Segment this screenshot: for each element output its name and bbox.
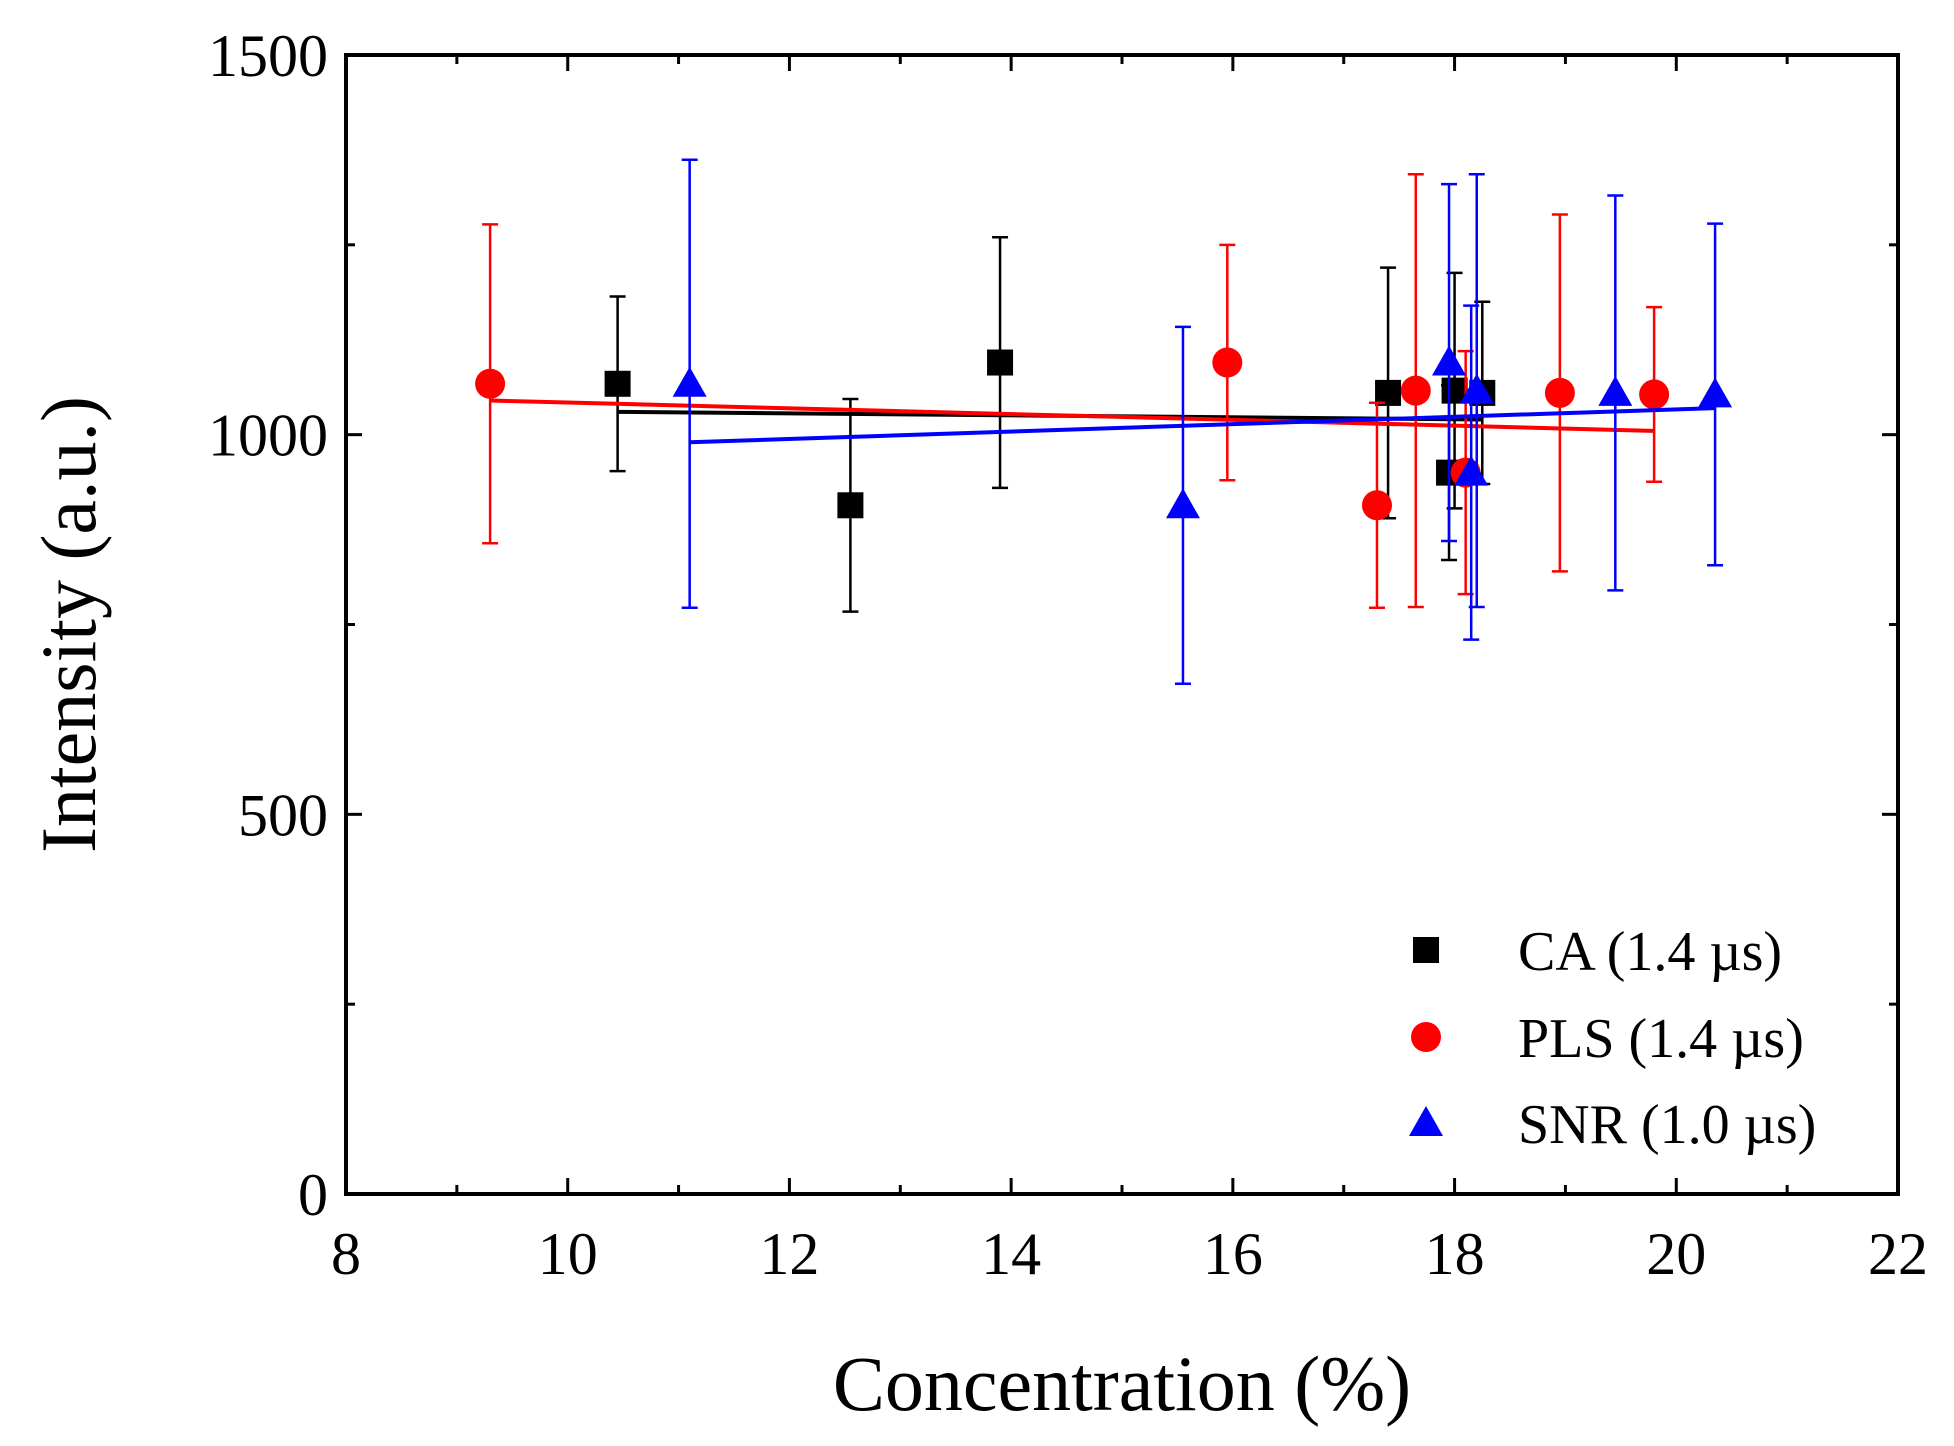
- data-point: [1598, 375, 1633, 406]
- fit-line: [490, 398, 1655, 433]
- x-tick-label: 20: [1646, 1221, 1706, 1287]
- data-point: [1698, 377, 1733, 408]
- x-tick-label: 16: [1203, 1221, 1263, 1287]
- plot-area: [475, 158, 1733, 685]
- legend-item-snr: SNR (1.0 µs): [1409, 1094, 1816, 1156]
- data-point: [1639, 379, 1670, 410]
- fit-line: [689, 406, 1716, 445]
- x-tick-label: 12: [759, 1221, 819, 1287]
- y-tick-label: 0: [298, 1162, 328, 1228]
- series-snr: [672, 158, 1733, 685]
- x-tick-label: 8: [331, 1221, 361, 1287]
- y-tick-label: 500: [238, 782, 328, 848]
- data-point: [1544, 377, 1575, 408]
- data-point: [1400, 375, 1431, 406]
- data-point: [1165, 488, 1200, 519]
- data-point: [837, 492, 864, 519]
- tick-labels: 8 10 12 14 16 18 20 22 0 500 1000 1500: [208, 23, 1928, 1287]
- data-point: [1212, 347, 1243, 378]
- legend-label: SNR (1.0 µs): [1518, 1094, 1816, 1156]
- y-tick-label: 1000: [208, 403, 328, 469]
- data-point: [604, 370, 631, 397]
- x-tick-label: 18: [1425, 1221, 1485, 1287]
- x-tick-label: 22: [1868, 1221, 1928, 1287]
- legend: CA (1.4 µs) PLS (1.4 µs) SNR (1.0 µs): [1409, 921, 1816, 1156]
- y-tick-label: 1500: [208, 23, 328, 89]
- x-tick-label: 10: [538, 1221, 598, 1287]
- y-axis-title: Intensity (a.u.): [25, 396, 112, 853]
- data-point: [672, 366, 707, 397]
- legend-item-pls: PLS (1.4 µs): [1411, 1008, 1804, 1070]
- data-point: [987, 349, 1014, 376]
- legend-marker: [1411, 1022, 1441, 1052]
- data-point: [1432, 345, 1467, 376]
- legend-label: PLS (1.4 µs): [1518, 1008, 1804, 1070]
- legend-marker: [1413, 937, 1439, 963]
- data-point: [475, 368, 506, 399]
- x-axis-title: Concentration (%): [833, 1340, 1411, 1427]
- legend-item-ca: CA (1.4 µs): [1413, 921, 1782, 983]
- legend-marker: [1409, 1106, 1443, 1136]
- data-point: [1454, 455, 1489, 486]
- legend-label: CA (1.4 µs): [1518, 921, 1782, 983]
- data-point: [1361, 490, 1392, 521]
- data-point: [1459, 373, 1494, 404]
- axis-ticks: [344, 53, 1900, 1196]
- x-tick-label: 14: [981, 1221, 1041, 1287]
